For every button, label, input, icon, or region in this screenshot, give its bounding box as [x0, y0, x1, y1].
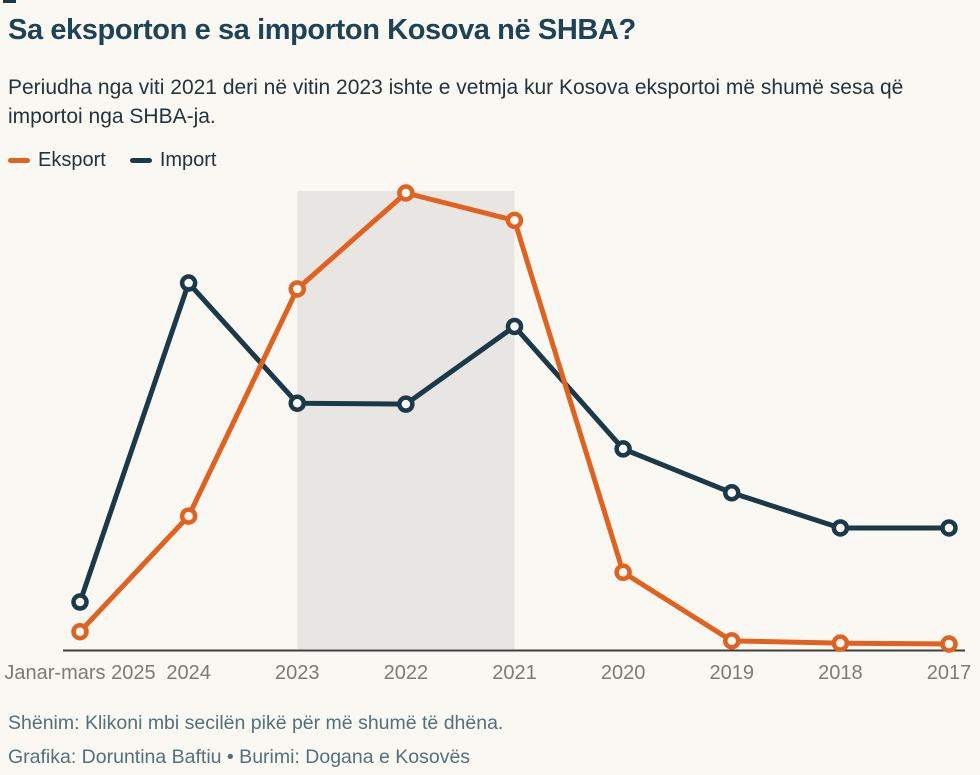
data-point-eksport-2023[interactable]	[288, 280, 306, 298]
legend-label-import: Import	[159, 149, 217, 171]
x-axis-label-janar-mars-2025: Janar-mars 2025	[4, 662, 155, 684]
legend-item-import: Import	[129, 149, 217, 172]
line-chart: Janar-mars 2025 2024 2023 2022 2021 2020 2019 2…	[4, 184, 972, 684]
chart-note: Shënim: Klikoni mbi secilën pikë për më …	[8, 712, 504, 734]
data-point-import-2018[interactable]	[831, 519, 850, 537]
data-point-eksport-2018[interactable]	[831, 634, 850, 652]
data-point-eksport-2020[interactable]	[614, 563, 632, 582]
chart-title: Sa eksporton e sa importon Kosova në SHB…	[8, 14, 636, 46]
data-point-eksport-2019[interactable]	[723, 632, 741, 650]
data-point-import-2019[interactable]	[723, 484, 741, 502]
x-axis-label-2022: 2022	[384, 662, 429, 684]
legend-line-icon-import	[129, 158, 152, 163]
x-axis-label-2017: 2017	[927, 662, 972, 684]
highlight-band-2021-2023	[297, 191, 515, 649]
data-point-import-2021[interactable]	[505, 317, 524, 336]
x-axis-label-2021: 2021	[492, 662, 537, 684]
data-point-import-2022[interactable]	[397, 395, 415, 413]
data-point-import-2024[interactable]	[179, 274, 198, 292]
x-axis-label-2023: 2023	[275, 662, 320, 684]
x-axis-label-2018: 2018	[818, 662, 863, 684]
crop-artifact	[3, 0, 16, 3]
chart-subtitle: Periudha nga viti 2021 deri në vitin 202…	[8, 76, 904, 128]
x-axis-label-2024: 2024	[166, 662, 211, 684]
legend-line-icon-eksport	[8, 158, 30, 163]
x-axis-label-2019: 2019	[710, 662, 755, 684]
data-point-eksport-janar-mars-2025[interactable]	[71, 622, 89, 641]
data-point-import-janar-mars-2025[interactable]	[71, 593, 89, 611]
data-point-eksport-2024[interactable]	[179, 507, 198, 525]
data-point-eksport-2017[interactable]	[940, 635, 958, 653]
data-point-import-2017[interactable]	[940, 519, 958, 537]
data-point-import-2023[interactable]	[288, 394, 306, 412]
data-point-eksport-2021[interactable]	[505, 211, 524, 230]
legend-label-eksport: Eksport	[38, 149, 106, 171]
legend-item-eksport: Eksport	[8, 149, 106, 172]
legend: Eksport Import	[8, 149, 217, 172]
data-point-eksport-2022[interactable]	[397, 184, 415, 202]
chart-credit: Grafika: Doruntina Baftiu • Burimi: Doga…	[8, 746, 471, 768]
data-point-import-2020[interactable]	[614, 440, 632, 458]
x-axis-label-2020: 2020	[601, 662, 646, 684]
